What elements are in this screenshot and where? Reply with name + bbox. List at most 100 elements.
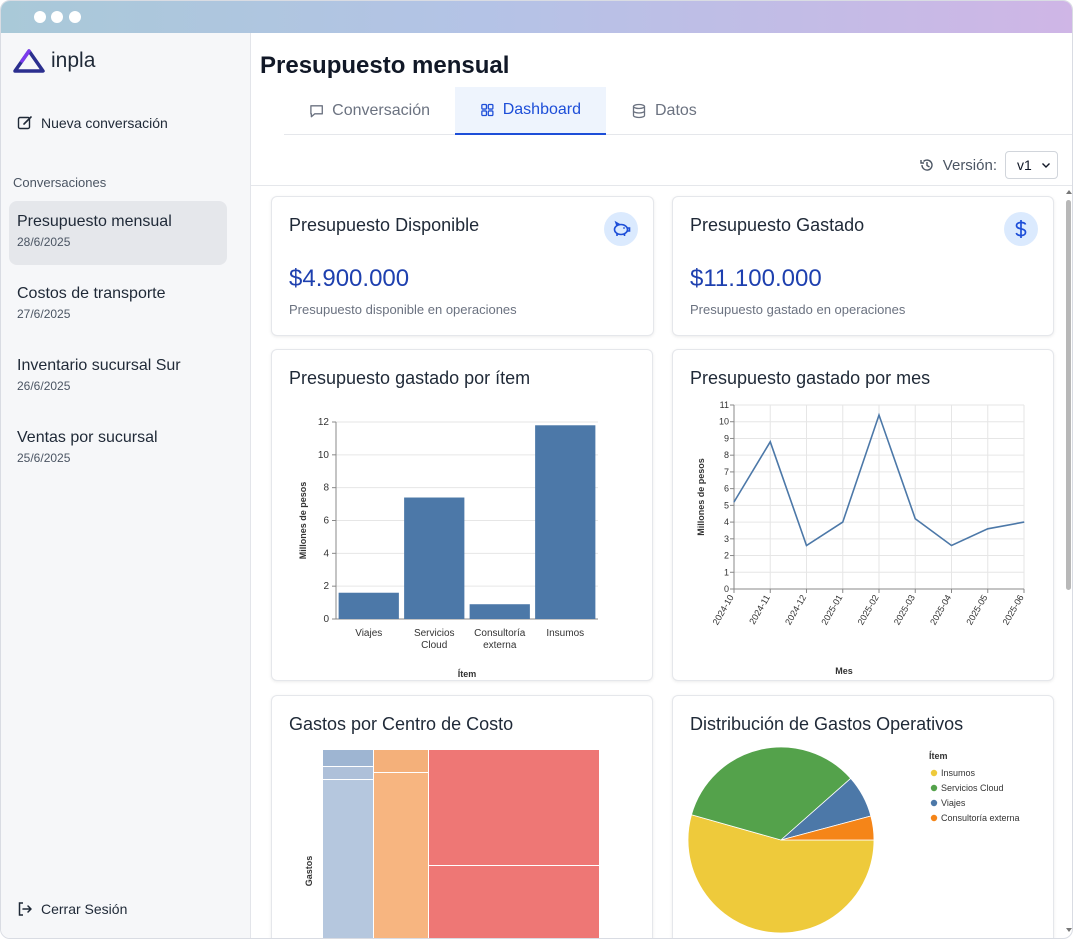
- window-control-dot[interactable]: [69, 11, 81, 23]
- y-axis-title: Millones de pesos: [298, 482, 308, 560]
- kpi-value: $11.100.000: [690, 265, 822, 292]
- y-tick-label: 1: [724, 567, 729, 577]
- chat-icon: [310, 105, 323, 118]
- conversation-item[interactable]: Ventas por sucursal 25/6/2025: [9, 417, 227, 481]
- treemap-chart: Gastos: [304, 750, 599, 939]
- chevron-down-icon: [1042, 163, 1050, 168]
- y-tick-label: 4: [323, 548, 329, 559]
- y-tick-label: 10: [719, 417, 729, 427]
- y-tick-label: 7: [724, 467, 729, 477]
- x-tick-label: 2025-06: [1001, 593, 1026, 627]
- y-tick-label: 9: [724, 433, 729, 443]
- conversation-date: 25/6/2025: [17, 451, 71, 465]
- legend-label: Consultoría externa: [941, 813, 1020, 823]
- version-selector: Versión: v1: [919, 151, 1058, 179]
- treemap-cell[interactable]: [323, 780, 373, 939]
- conversation-item[interactable]: Costos de transporte 27/6/2025: [9, 273, 227, 337]
- window-control-dot[interactable]: [51, 11, 63, 23]
- treemap-cell[interactable]: [323, 750, 373, 766]
- logout-label: Cerrar Sesión: [41, 901, 128, 917]
- chart-title: Distribución de Gastos Operativos: [690, 714, 964, 734]
- y-tick-label: 8: [323, 483, 329, 494]
- y-tick-label: 4: [724, 517, 729, 527]
- kpi-title: Presupuesto Disponible: [289, 215, 480, 235]
- logout-icon: [18, 902, 32, 916]
- x-tick-label: 2025-01: [819, 593, 844, 627]
- page-title: Presupuesto mensual: [260, 52, 510, 79]
- tab-conversacion[interactable]: Conversación: [284, 87, 455, 135]
- tab-label: Datos: [655, 102, 697, 119]
- treemap-cell[interactable]: [323, 767, 373, 779]
- treemap-cell[interactable]: [429, 866, 599, 939]
- conversation-date: 28/6/2025: [17, 235, 71, 249]
- legend-label: Insumos: [941, 768, 976, 778]
- conversation-item[interactable]: Presupuesto mensual 28/6/2025: [9, 201, 227, 265]
- chart-card-por-mes: Presupuesto gastado por mes 0 1 2 3 4 5 6 7 8 9 10…: [672, 349, 1054, 681]
- y-tick-label: 11: [720, 400, 729, 410]
- pie-slice[interactable]: [687, 814, 875, 934]
- pie-slice[interactable]: [780, 815, 875, 841]
- bar[interactable]: [404, 497, 465, 619]
- scrollbar-thumb[interactable]: [1066, 200, 1071, 590]
- y-tick-label: 12: [318, 417, 330, 428]
- y-tick-label: 10: [318, 450, 330, 461]
- legend-title: Ítem: [929, 751, 948, 761]
- data-point: [951, 545, 952, 547]
- y-tick-label: 3: [724, 534, 729, 544]
- conversation-date: 27/6/2025: [17, 307, 71, 321]
- tab-datos[interactable]: Datos: [606, 87, 726, 135]
- x-tick-label: Consultoría: [474, 628, 526, 639]
- new-conversation-button[interactable]: Nueva conversación: [17, 115, 168, 131]
- logo[interactable]: inpla: [13, 49, 95, 73]
- x-tick-label: Servicios: [414, 628, 455, 639]
- bar[interactable]: [535, 425, 596, 619]
- y-tick-label: 6: [323, 516, 329, 527]
- scrollbar[interactable]: [1064, 188, 1073, 938]
- database-icon: [632, 103, 646, 119]
- pie-chart: Ítem Insumos Servicios Cloud Viajes Consulto…: [687, 746, 1020, 934]
- bar[interactable]: [469, 604, 530, 619]
- scroll-down-icon[interactable]: [1064, 926, 1073, 934]
- window-titlebar: [1, 1, 1072, 33]
- chart-card-centro-costo: Gastos por Centro de Costo Gastos: [271, 695, 653, 939]
- x-tick-label: Insumos: [546, 628, 584, 639]
- new-conversation-label: Nueva conversación: [41, 115, 168, 131]
- legend-label: Servicios Cloud: [941, 783, 1004, 793]
- window-control-dot[interactable]: [34, 11, 46, 23]
- conversation-title: Costos de transporte: [17, 285, 166, 302]
- kpi-description: Presupuesto disponible en operaciones: [289, 302, 517, 317]
- conversation-title: Ventas por sucursal: [17, 429, 158, 446]
- y-tick-label: 6: [724, 484, 729, 494]
- tab-dashboard[interactable]: Dashboard: [455, 87, 606, 135]
- x-tick-label: 2025-02: [856, 593, 881, 627]
- x-tick-label: 2024-10: [711, 593, 736, 627]
- line-chart: 0 1 2 3 4 5 6 7 8 9 10 11 2024-10 2024-11 2024-12 2025-…: [696, 400, 1026, 676]
- treemap-cell[interactable]: [374, 773, 428, 939]
- treemap-cell[interactable]: [429, 750, 599, 865]
- data-point: [842, 521, 844, 523]
- scroll-up-icon[interactable]: [1064, 188, 1073, 196]
- main-panel: Presupuesto mensual Conversación Dashboa…: [251, 33, 1073, 939]
- version-select[interactable]: v1: [1005, 151, 1058, 179]
- conversation-title: Presupuesto mensual: [17, 213, 172, 230]
- piggy-bank-icon: [604, 212, 638, 246]
- conversation-item[interactable]: Inventario sucursal Sur 26/6/2025: [9, 345, 227, 409]
- y-tick-label: 2: [323, 581, 329, 592]
- legend-swatch: [930, 799, 938, 807]
- kpi-title: Presupuesto Gastado: [690, 215, 865, 235]
- data-point: [878, 414, 880, 416]
- app-name: inpla: [51, 49, 96, 72]
- dollar-icon: [1004, 212, 1038, 246]
- data-point: [987, 528, 989, 530]
- data-point: [914, 518, 916, 520]
- bar[interactable]: [338, 592, 399, 619]
- logout-button[interactable]: Cerrar Sesión: [17, 901, 127, 917]
- version-label: Versión:: [942, 156, 997, 174]
- pie-slice[interactable]: [691, 746, 852, 841]
- kpi-description: Presupuesto gastado en operaciones: [690, 302, 906, 317]
- treemap-cell[interactable]: [374, 750, 428, 772]
- tab-bar: Conversación Dashboard Datos: [284, 87, 1072, 135]
- legend-swatch: [930, 784, 938, 792]
- data-point: [769, 441, 771, 443]
